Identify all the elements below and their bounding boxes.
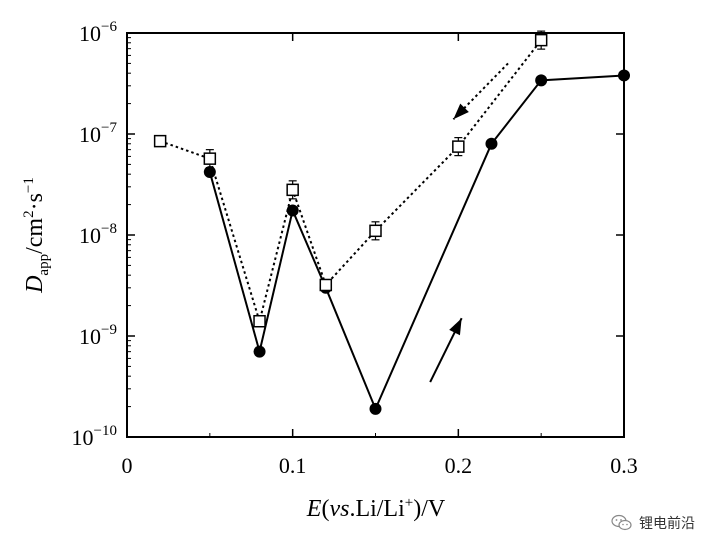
series-dotted-line (159, 39, 542, 325)
x-tick-label: 0.3 (610, 453, 638, 478)
filled-circle-point (369, 402, 382, 415)
y-tick-label: 10−9 (79, 322, 117, 349)
dotted-arrow-shaft (452, 62, 509, 120)
open-square-point (319, 278, 333, 292)
arrow-head (449, 318, 462, 336)
wechat-icon (611, 514, 632, 531)
y-tick-label: 10−8 (79, 221, 117, 248)
filled-circle-point (618, 69, 630, 82)
x-tick-label: 0.1 (279, 453, 307, 478)
series-layer (153, 30, 630, 415)
series-solid-line (208, 74, 625, 412)
x-axis-ticks: 0 0.1 0.2 0.3 (122, 33, 638, 478)
annotation-layer (429, 62, 509, 383)
open-square-point (153, 134, 167, 148)
y-tick-label: 10−6 (79, 19, 117, 46)
y-tick-label: 10−7 (79, 120, 117, 147)
filled-circle-point (253, 345, 266, 358)
y-tick-label: 10−10 (72, 423, 117, 450)
x-axis-label: E(vs.Li/Li+)/V (306, 495, 446, 522)
open-square-point (253, 314, 266, 328)
filled-circle-point (286, 204, 299, 217)
open-square-point (534, 33, 548, 47)
open-square-point (452, 140, 465, 153)
watermark: 锂电前沿 (611, 513, 695, 533)
watermark-text: 锂电前沿 (639, 516, 695, 532)
filled-circle-point (535, 74, 548, 87)
open-square-point (203, 152, 217, 165)
open-square-point (369, 224, 382, 238)
y-axis-label: Dapp/cm2·s−1 (21, 177, 52, 294)
filled-circle-point (485, 137, 498, 150)
x-tick-label: 0.2 (445, 453, 473, 478)
filled-circle-point (203, 166, 216, 179)
arrow-head (453, 103, 469, 120)
open-square-point (286, 183, 299, 197)
y-axis-ticks: 10−10 10−9 10−8 10−7 10−6 (72, 19, 624, 450)
x-tick-label: 0 (122, 453, 133, 478)
